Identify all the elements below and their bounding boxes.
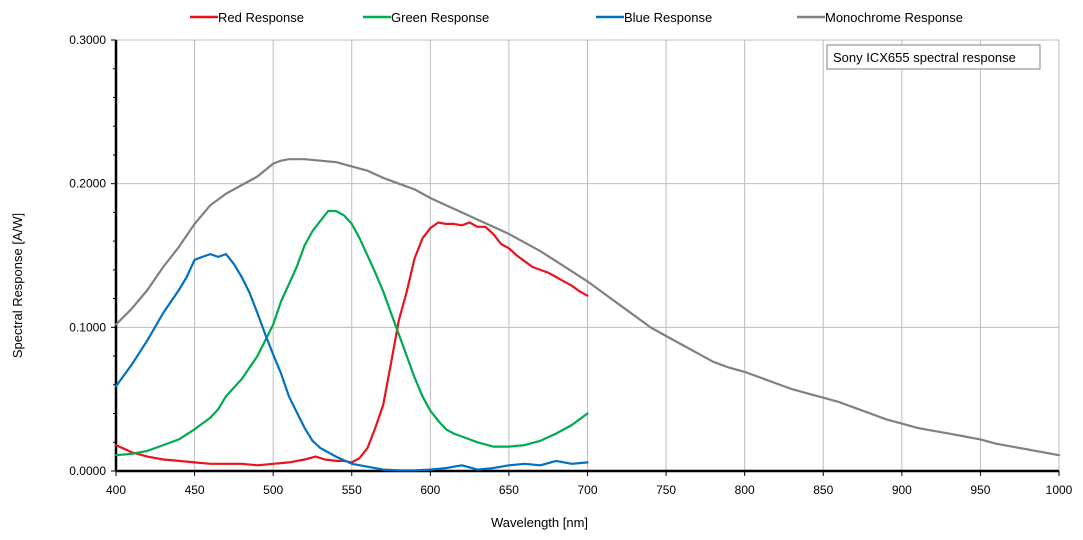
x-tick-label: 850 — [813, 483, 833, 497]
y-tick-label: 0.3000 — [69, 33, 106, 47]
legend-label-monochrome-response: Monochrome Response — [825, 10, 963, 25]
y-tick-label: 0.1000 — [69, 320, 106, 334]
series-line-blue-response — [114, 253, 589, 472]
y-axis-label: Spectral Response [A/W] — [10, 213, 25, 358]
x-tick-label: 700 — [577, 483, 597, 497]
series-lines — [114, 158, 1061, 472]
x-axis-label: Wavelength [nm] — [491, 515, 588, 530]
series-line-monochrome-response — [114, 158, 1061, 457]
x-tick-label: 800 — [735, 483, 755, 497]
legend-label-green-response: Green Response — [391, 10, 489, 25]
x-tick-label: 400 — [106, 483, 126, 497]
x-tick-label: 450 — [185, 483, 205, 497]
legend-label-red-response: Red Response — [218, 10, 304, 25]
tick-labels: 400 450 500 550 600 650 700 750 800 850 900 950 1000… — [69, 33, 1072, 497]
x-tick-label: 950 — [970, 483, 990, 497]
annotation-box: Sony ICX655 spectral response — [826, 44, 1041, 70]
series-line-green-response — [114, 209, 589, 457]
x-tick-label: 1000 — [1046, 483, 1073, 497]
x-tick-label: 500 — [263, 483, 283, 497]
gridlines — [116, 39, 1060, 471]
annotation-text: Sony ICX655 spectral response — [833, 50, 1016, 65]
x-tick-label: 600 — [420, 483, 440, 497]
axes — [111, 39, 1060, 476]
legend: Red Response Green Response Blue Response M… — [190, 10, 963, 25]
legend-label-blue-response: Blue Response — [624, 10, 712, 25]
x-tick-label: 650 — [499, 483, 519, 497]
y-tick-label: 0.2000 — [69, 177, 106, 191]
x-tick-label: 900 — [892, 483, 912, 497]
series-line-red-response — [114, 221, 589, 467]
annotation-frame — [826, 44, 1041, 70]
x-tick-label: 550 — [342, 483, 362, 497]
y-tick-label: 0.0000 — [69, 464, 106, 478]
x-tick-label: 750 — [656, 483, 676, 497]
